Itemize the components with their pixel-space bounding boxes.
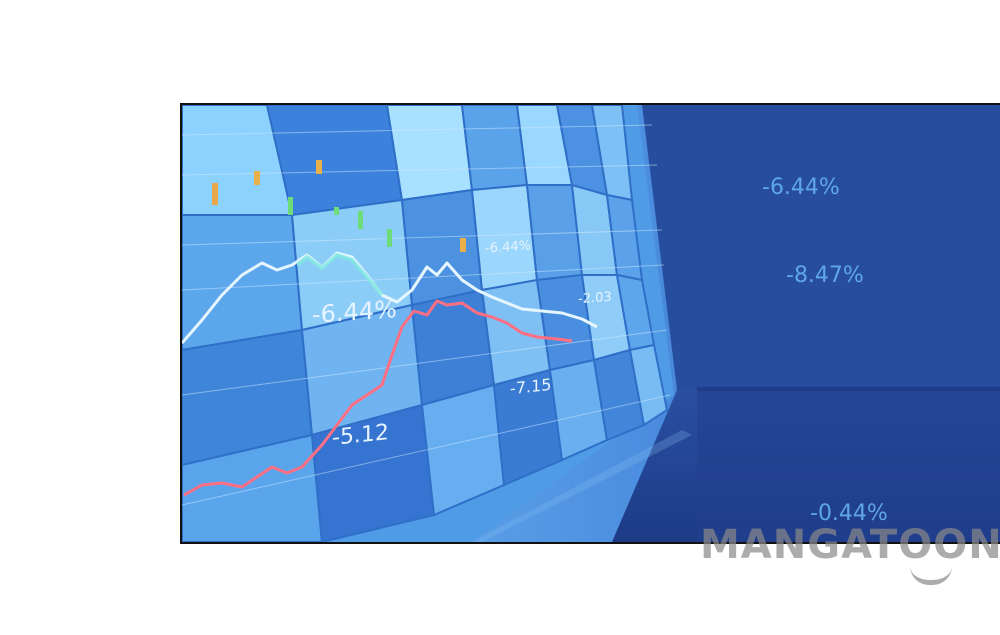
candle-marks [212, 160, 466, 252]
screen-value-left-a: -6.44% [312, 295, 397, 329]
screen-grid [182, 105, 669, 542]
red-price-line [183, 299, 573, 497]
watermark-text: MANGATOON [700, 522, 1000, 568]
white-price-line [182, 251, 598, 344]
right-value-2: -8.47% [786, 263, 864, 288]
stock-screen-illustration [182, 105, 1000, 542]
screen-value-left-b: -2.03 [578, 289, 612, 308]
watermark-smile-icon [910, 566, 952, 585]
right-value-3: -0.44% [810, 501, 888, 526]
right-value-1: -6.44% [762, 175, 840, 200]
comic-panel: -6.44% -2.03 -6.44% -7.15 -5.12 -6.44% -… [180, 103, 1000, 544]
